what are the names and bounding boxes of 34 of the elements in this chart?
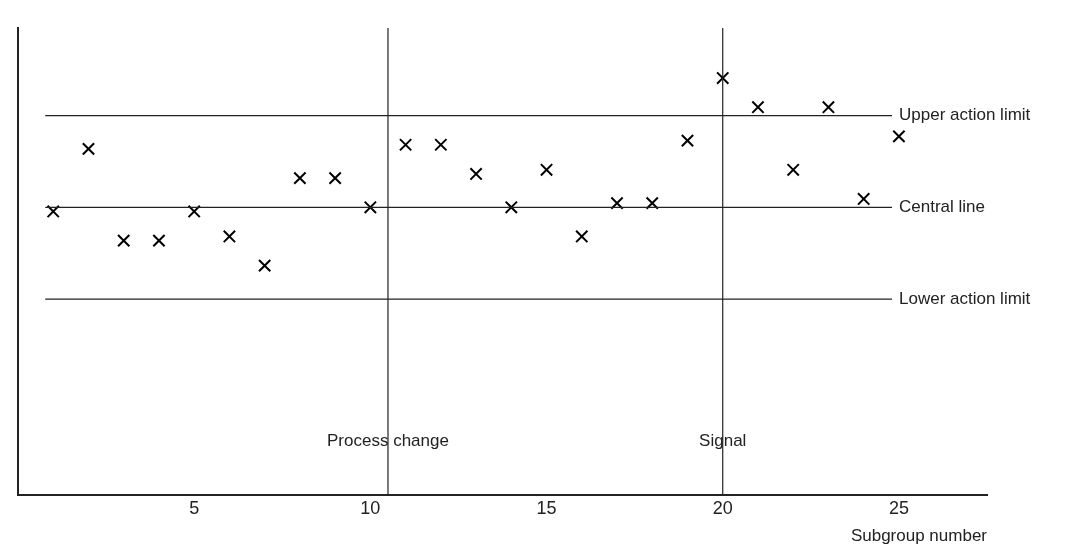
x-axis-title: Subgroup number [850, 526, 988, 546]
point [398, 138, 413, 152]
point [117, 234, 131, 248]
point [575, 229, 589, 244]
point [857, 192, 871, 206]
x-tick-label: 5 [189, 497, 200, 518]
point [222, 229, 237, 244]
ref-line-label: Lower action limit [899, 288, 1031, 308]
point [46, 204, 60, 219]
x-tick-label: 15 [536, 497, 557, 518]
point [610, 196, 624, 210]
point [328, 171, 342, 185]
point [821, 100, 836, 114]
point [469, 167, 483, 181]
point [892, 129, 906, 144]
x-tick-label: 20 [712, 497, 733, 518]
point [152, 234, 166, 248]
point [504, 200, 518, 214]
point [187, 204, 201, 219]
x-tick-label: 10 [360, 497, 381, 518]
point [363, 200, 378, 214]
point [645, 196, 659, 210]
point [258, 259, 272, 273]
x-tick-label: 25 [888, 497, 909, 518]
point [716, 71, 730, 85]
point [539, 163, 554, 177]
point [434, 138, 448, 152]
point [680, 133, 695, 148]
point [751, 100, 765, 114]
ref-line-label: Central line [899, 196, 985, 216]
point [786, 163, 800, 177]
ref-line-label: Upper action limit [899, 105, 1031, 125]
point [293, 171, 307, 185]
point [81, 142, 96, 156]
